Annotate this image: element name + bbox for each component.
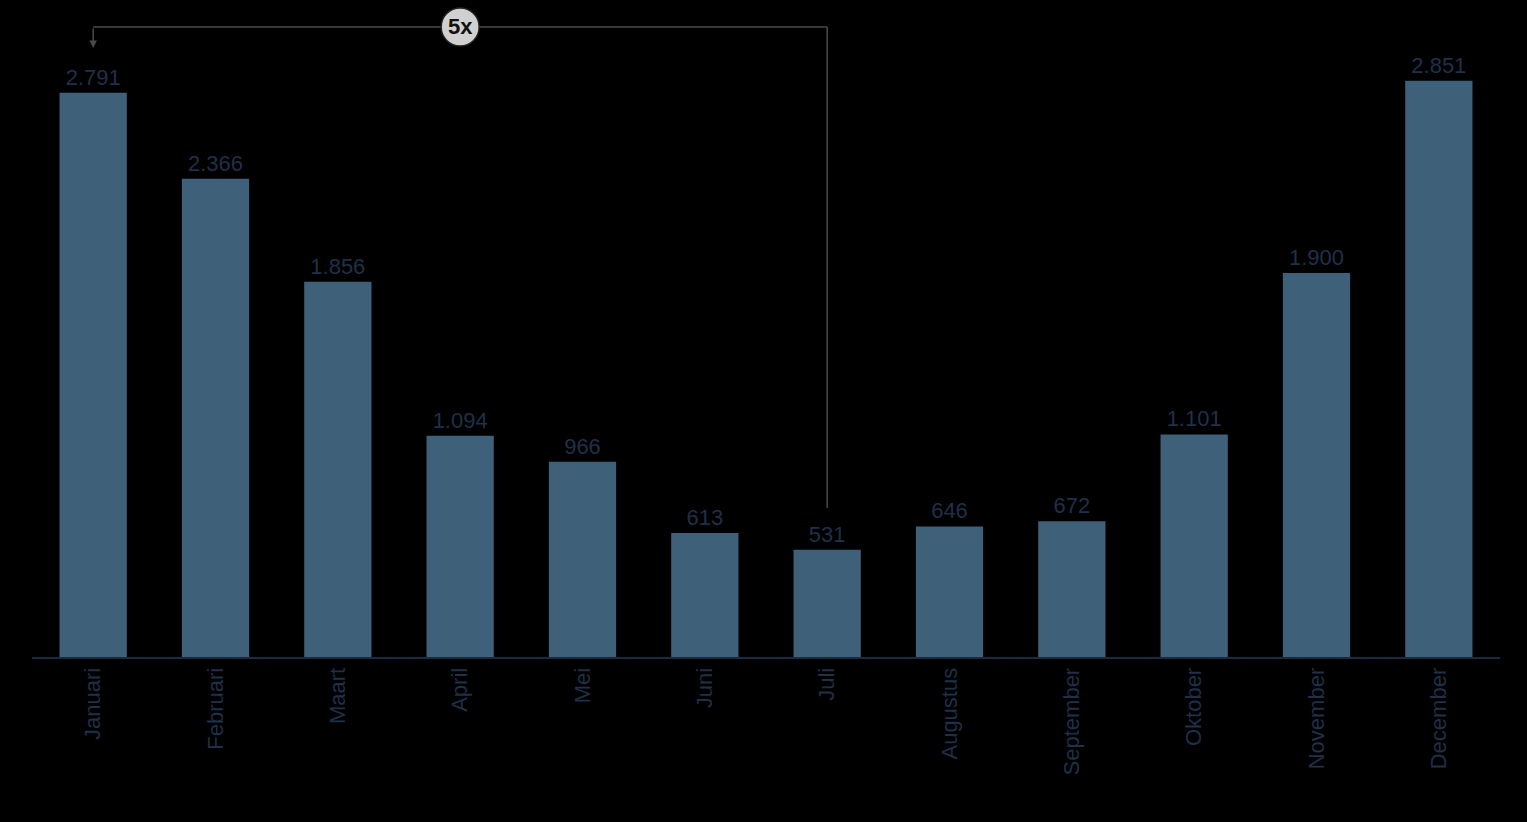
svg-text:Augustus: Augustus (937, 668, 962, 760)
svg-text:1.094: 1.094 (433, 408, 488, 433)
svg-text:Mei: Mei (570, 668, 595, 703)
svg-text:1.900: 1.900 (1289, 245, 1344, 270)
svg-text:2.366: 2.366 (188, 151, 243, 176)
svg-text:Maart: Maart (325, 668, 350, 724)
svg-text:531: 531 (809, 522, 846, 547)
svg-text:1.101: 1.101 (1167, 406, 1222, 431)
svg-text:1.856: 1.856 (310, 254, 365, 279)
svg-text:Juli: Juli (814, 668, 839, 701)
svg-text:Januari: Januari (80, 668, 105, 740)
svg-text:April: April (447, 668, 472, 712)
svg-text:613: 613 (686, 505, 723, 530)
svg-text:2.851: 2.851 (1411, 53, 1466, 78)
svg-text:September: September (1059, 668, 1084, 776)
svg-text:Juni: Juni (692, 668, 717, 708)
svg-text:646: 646 (931, 498, 968, 523)
svg-text:2.791: 2.791 (66, 65, 121, 90)
svg-text:November: November (1304, 668, 1329, 769)
svg-text:5x: 5x (448, 14, 473, 39)
svg-text:Oktober: Oktober (1181, 668, 1206, 746)
svg-text:966: 966 (564, 434, 601, 459)
svg-text:December: December (1426, 668, 1451, 769)
svg-text:Februari: Februari (203, 668, 228, 750)
svg-text:672: 672 (1053, 493, 1090, 518)
